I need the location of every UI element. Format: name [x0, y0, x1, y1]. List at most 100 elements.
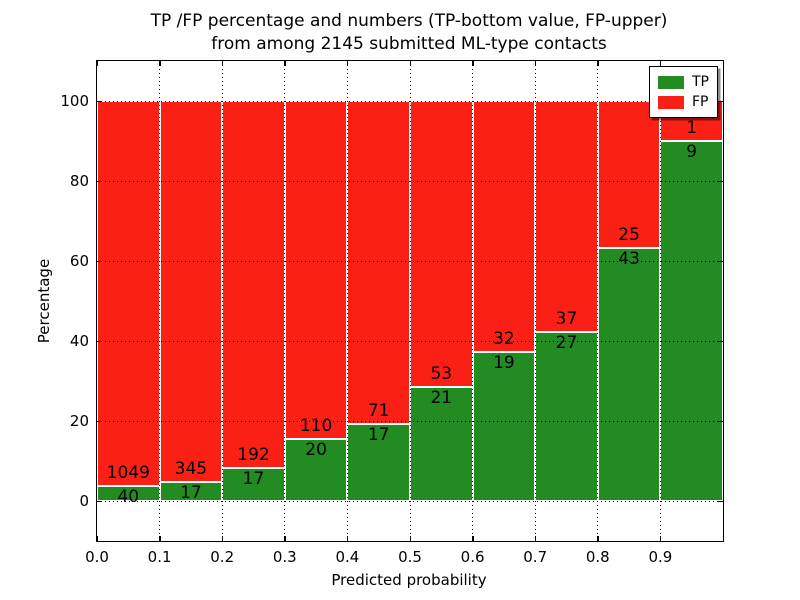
x-tick-label-0.2: 0.2 — [210, 548, 235, 566]
tp-count-label-6: 19 — [493, 352, 515, 373]
x-tick-label-0.4: 0.4 — [335, 548, 360, 566]
y-tickmark-right-0 — [718, 500, 723, 502]
fp-count-label-3: 110 — [299, 416, 333, 437]
x-gridline-0.3 — [284, 61, 286, 541]
tp-count-label-2: 17 — [242, 469, 265, 490]
y-gridline-20 — [97, 420, 723, 422]
legend-item-fp: FP — [658, 92, 709, 112]
y-tickmark-left-60 — [97, 260, 102, 262]
plot-area: 1049 40 345 17 192 17 110 20 71 17 53 21 32 19 37 27 25 4… — [60, 60, 724, 566]
bar-segment-tp-4 — [347, 423, 410, 501]
x-gridline-0.6 — [472, 61, 474, 541]
x-tickmark-top-0.5 — [409, 61, 411, 66]
x-tickmark-bottom-0.7 — [534, 536, 537, 541]
grid-layer — [97, 61, 723, 541]
x-tick-label-0.1: 0.1 — [147, 548, 172, 566]
bar-segment-tp-9 — [660, 141, 723, 501]
y-tickmark-right-80 — [718, 180, 723, 182]
tp-count-label-5: 21 — [430, 388, 453, 409]
y-tickmark-left-20 — [97, 420, 102, 422]
x-tick-label-0.7: 0.7 — [523, 548, 548, 566]
x-tickmark-top-0.4 — [346, 61, 349, 66]
chart-title-line2: from among 2145 submitted ML-type contac… — [211, 34, 607, 54]
x-gridline-0.1 — [159, 61, 161, 541]
bar-segment-fp-4 — [347, 101, 410, 424]
bar-segment-fp-7 — [535, 101, 598, 333]
fp-count-label-6: 32 — [493, 328, 515, 349]
y-tick-label-100: 100 — [60, 92, 89, 110]
x-tick-label-0.6: 0.6 — [460, 548, 485, 566]
x-gridline-0.7 — [534, 61, 536, 541]
y-axis-label: Percentage — [35, 258, 53, 344]
fp-count-label-4: 71 — [367, 400, 390, 421]
x-tickmark-bottom-0.6 — [472, 536, 474, 541]
y-gridline-0 — [97, 500, 723, 502]
x-tick-label-0.0: 0.0 — [85, 548, 109, 566]
legend-label-fp: FP — [692, 94, 709, 110]
x-tickmark-top-0.8 — [597, 61, 599, 66]
tp-count-label-0: 40 — [117, 487, 140, 508]
y-gridline-60 — [97, 260, 723, 262]
y-gridline-40 — [97, 340, 723, 342]
x-tick-label-0.3: 0.3 — [272, 548, 297, 566]
legend-label-tp: TP — [692, 74, 709, 90]
y-tickmark-left-80 — [97, 180, 102, 182]
y-tick-label-60: 60 — [69, 252, 89, 270]
fp-count-label-7: 37 — [555, 309, 578, 330]
fp-count-label-9: 1 — [686, 118, 698, 138]
fp-color-swatch — [658, 95, 684, 109]
y-tick-label-80: 80 — [69, 172, 89, 190]
x-gridline-0.5 — [409, 61, 411, 541]
tp-count-label-7: 27 — [555, 333, 578, 354]
fp-count-label-8: 25 — [618, 225, 640, 246]
x-gridline-0.9 — [659, 61, 661, 541]
y-tickmark-right-40 — [718, 340, 723, 342]
bar-labels-layer: 1049 40 345 17 192 17 110 20 71 17 53 21 32 19 37 27 25 4… — [97, 61, 723, 541]
chart-title: TP /FP percentage and numbers (TP-bottom… — [96, 10, 722, 56]
legend-item-tp: TP — [658, 72, 709, 92]
x-tickmark-top-0.6 — [472, 61, 474, 66]
x-tickmark-top-0.9 — [659, 61, 662, 66]
y-gridline-100 — [97, 100, 723, 102]
fp-count-label-0: 1049 — [106, 463, 150, 484]
x-tickmark-top-0.3 — [284, 61, 286, 66]
bars-layer — [97, 61, 723, 541]
tp-count-label-9: 9 — [686, 142, 698, 162]
x-tick-label-0.5: 0.5 — [398, 548, 422, 566]
legend: TP FP — [649, 66, 718, 118]
tp-count-label-1: 17 — [180, 483, 202, 504]
y-tickmark-right-20 — [718, 420, 723, 422]
y-tickmark-right-100 — [718, 100, 723, 102]
y-tickmark-left-40 — [97, 340, 102, 342]
x-tickmark-top-0.0 — [96, 61, 98, 66]
x-tickmark-bottom-0.9 — [659, 536, 662, 541]
tp-count-label-3: 20 — [305, 440, 327, 461]
x-tickmark-bottom-0.8 — [597, 536, 599, 541]
tp-count-label-4: 17 — [367, 424, 390, 445]
bar-segment-fp-0 — [97, 101, 160, 487]
x-tick-label-0.9: 0.9 — [648, 548, 673, 566]
bar-segment-tp-2 — [222, 468, 285, 501]
y-tickmark-right-60 — [718, 260, 723, 262]
x-tickmark-top-0.2 — [221, 61, 224, 66]
x-tickmark-bottom-0.0 — [96, 536, 98, 541]
x-tickmark-bottom-0.3 — [284, 536, 286, 541]
y-tick-label-20: 20 — [69, 412, 89, 430]
x-gridline-0.8 — [597, 61, 599, 541]
bar-segment-tp-7 — [535, 332, 598, 501]
x-tickmark-top-0.1 — [159, 61, 161, 66]
y-tickmark-left-100 — [97, 100, 102, 102]
tp-color-swatch — [658, 75, 684, 89]
x-tickmark-bottom-0.1 — [159, 536, 161, 541]
x-tickmark-top-0.7 — [534, 61, 537, 66]
tp-count-label-8: 43 — [618, 249, 640, 270]
x-axis-label: Predicted probability — [331, 571, 487, 589]
y-gridline-80 — [97, 180, 723, 182]
fp-count-label-5: 53 — [430, 364, 453, 385]
y-tick-label-40: 40 — [69, 332, 89, 350]
bar-segment-fp-5 — [410, 101, 473, 388]
bar-segment-tp-3 — [284, 439, 348, 501]
ticks-layer — [96, 61, 723, 541]
chart-title-line1: TP /FP percentage and numbers (TP-bottom… — [150, 11, 668, 31]
